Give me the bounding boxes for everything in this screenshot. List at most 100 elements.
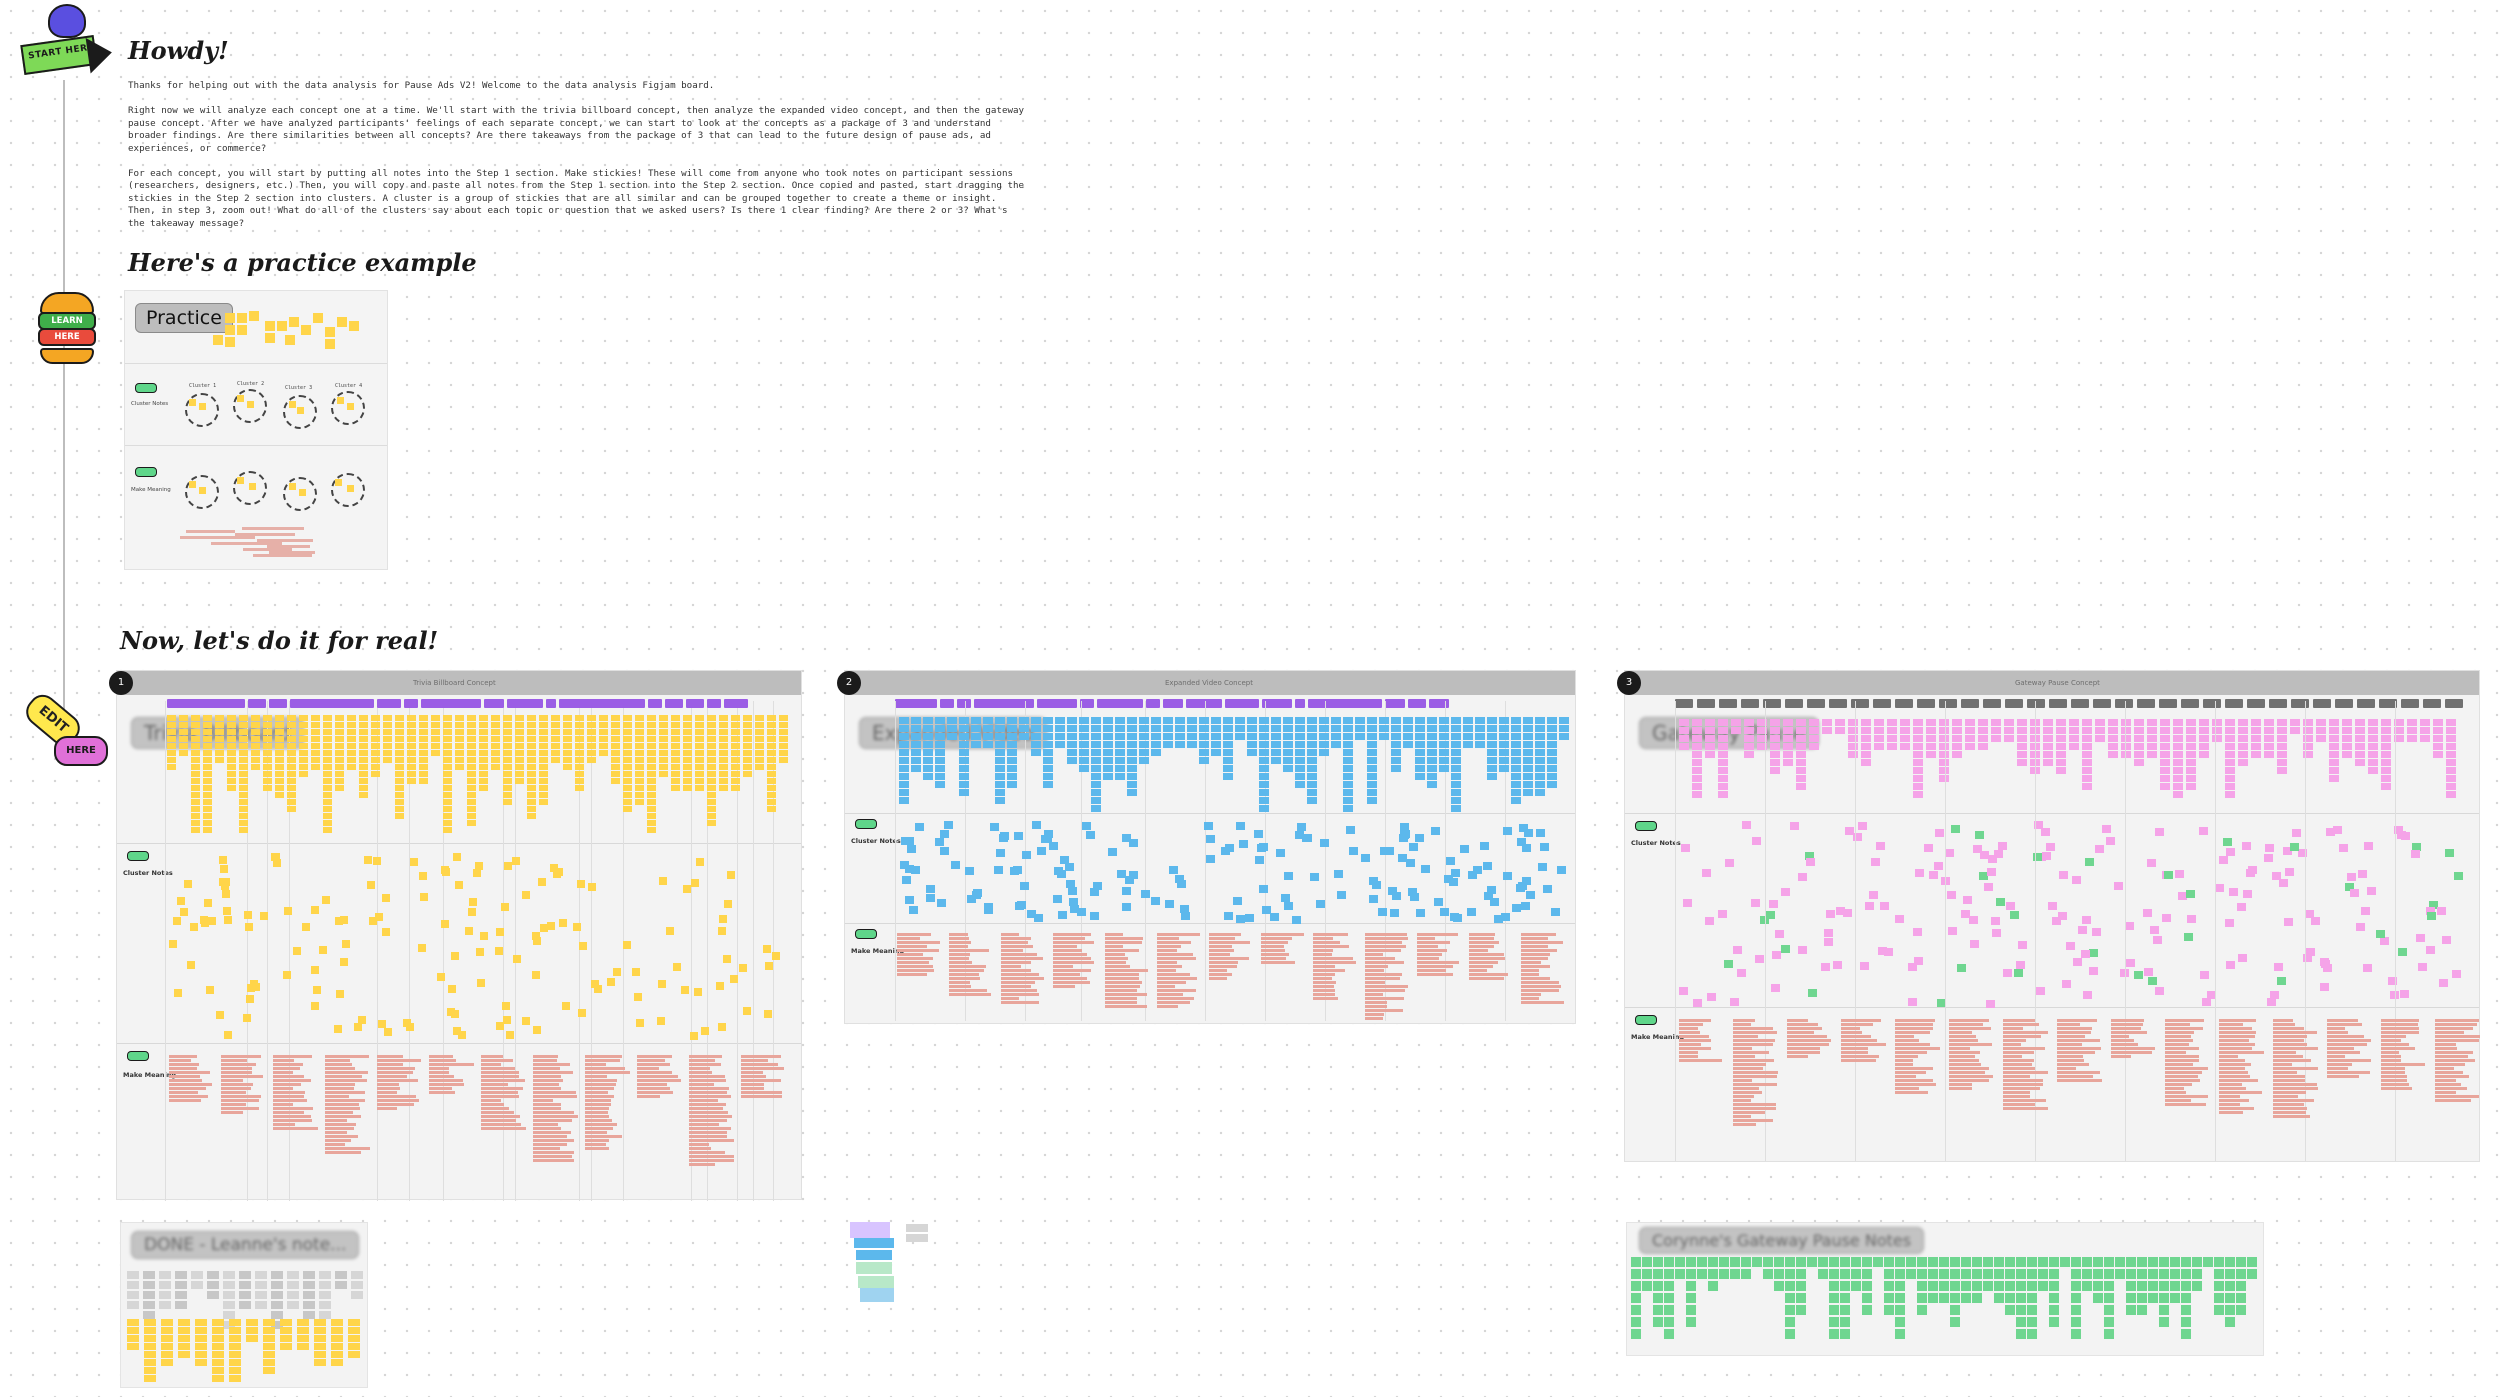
sticky-note xyxy=(1067,757,1077,764)
sticky-note xyxy=(1543,885,1552,893)
sticky-note xyxy=(1319,733,1329,740)
sticky-note xyxy=(191,792,200,798)
mini-cluster-frame[interactable] xyxy=(846,1220,942,1308)
sticky-note xyxy=(1271,741,1281,748)
note-text-line xyxy=(1105,957,1128,960)
sticky-note xyxy=(681,986,689,994)
sticky-note xyxy=(476,948,484,956)
sticky-note xyxy=(2159,1281,2169,1291)
sticky-note xyxy=(1127,781,1137,788)
sticky-note xyxy=(334,1025,342,1033)
sticky-note xyxy=(1785,1269,1795,1279)
sticky-note xyxy=(1499,749,1509,756)
sticky-note xyxy=(340,916,348,924)
note-text-line xyxy=(2381,1067,2405,1070)
sticky-note xyxy=(453,853,461,861)
note-text-line xyxy=(481,1111,514,1114)
sticky-note xyxy=(1884,948,1893,956)
sticky-note xyxy=(144,1343,156,1350)
sticky-note xyxy=(287,750,296,756)
sticky-note xyxy=(323,820,332,826)
note-text-line xyxy=(1733,1071,1778,1074)
sticky-note xyxy=(1259,725,1269,732)
sticky-note xyxy=(996,849,1005,857)
sticky-note xyxy=(347,764,356,770)
practice-section[interactable]: Practice Cluster Notes Make Meaning Clus… xyxy=(124,290,388,570)
sticky-note xyxy=(311,757,320,763)
sticky-note xyxy=(2229,888,2238,896)
sticky-note xyxy=(263,785,272,791)
sticky-note xyxy=(767,806,776,812)
sticky-note xyxy=(437,973,445,981)
sticky-note xyxy=(1969,916,1978,924)
note-text-line xyxy=(325,1139,351,1142)
sticky-note xyxy=(1271,733,1281,740)
note-text-line xyxy=(1157,945,1181,948)
sticky-note xyxy=(1535,773,1545,780)
sticky-note xyxy=(731,722,740,728)
sticky-note xyxy=(905,865,914,873)
sticky-note xyxy=(1796,1269,1806,1279)
note-text-line xyxy=(1053,933,1091,936)
sticky-note xyxy=(1177,880,1186,888)
sticky-note xyxy=(683,778,692,784)
note-text-line xyxy=(377,1095,416,1098)
note-text-line xyxy=(2219,1019,2256,1022)
sticky-note xyxy=(410,858,418,866)
sticky-note xyxy=(731,736,740,742)
sticky-note xyxy=(1151,725,1161,732)
note-text-line xyxy=(949,985,971,988)
sticky-note xyxy=(1523,773,1533,780)
sticky-note xyxy=(1439,725,1449,732)
note-text-line xyxy=(1787,1019,1808,1022)
sticky-note xyxy=(173,917,181,925)
sticky-note xyxy=(1523,725,1533,732)
sticky-note xyxy=(1415,834,1424,842)
note-text-line xyxy=(1949,1031,1972,1034)
sticky-note xyxy=(1499,717,1509,724)
sticky-note xyxy=(1391,765,1401,772)
note-text-line xyxy=(1895,1043,1930,1046)
board-gateway-pause[interactable]: Gateway Pause Concept 3 Gateway Pause Cl… xyxy=(1617,670,2480,1162)
sticky-note xyxy=(443,743,452,749)
category-header xyxy=(1225,699,1259,708)
sticky-note xyxy=(2264,719,2274,726)
board-expanded-video[interactable]: Expanded Video Concept 2 Expanded Video … xyxy=(837,670,1576,1024)
sticky-note xyxy=(1913,743,1923,750)
sticky-note xyxy=(1884,1269,1894,1279)
corynne-notes-frame[interactable]: Corynne's Gateway Pause Notes xyxy=(1626,1222,2264,1356)
sticky-note xyxy=(263,771,272,777)
sticky-note xyxy=(940,830,949,838)
sticky-note xyxy=(1686,1305,1696,1315)
sticky-note xyxy=(275,778,284,784)
sticky-note xyxy=(1079,717,1089,724)
note-text-line xyxy=(1841,1039,1877,1042)
note-text-line xyxy=(2273,1067,2318,1070)
sticky-note xyxy=(1211,725,1221,732)
note-text-line xyxy=(1105,941,1142,944)
sticky-note xyxy=(731,778,740,784)
sticky-note xyxy=(2303,719,2313,726)
sticky-note xyxy=(2004,735,2014,742)
note-text-line xyxy=(741,1067,784,1070)
sticky-note xyxy=(515,715,524,721)
sticky-note xyxy=(127,1327,139,1334)
note-text-line xyxy=(2219,1051,2264,1054)
sticky-note xyxy=(683,743,692,749)
sticky-note xyxy=(1926,735,1936,742)
note-text-line xyxy=(2381,1063,2425,1066)
sticky-note xyxy=(2215,884,2224,892)
sticky-note xyxy=(479,729,488,735)
sticky-note xyxy=(1972,1269,1982,1279)
sticky-note xyxy=(1796,1293,1806,1303)
sticky-note xyxy=(1320,839,1329,847)
sticky-note xyxy=(2442,936,2451,944)
sticky-note xyxy=(2126,1269,2136,1279)
note-text-line xyxy=(949,993,991,996)
leanne-notes-frame[interactable]: DONE - Leanne's note... xyxy=(120,1222,368,1388)
category-header xyxy=(1308,699,1382,708)
sticky-note xyxy=(503,764,512,770)
sticky-note xyxy=(2048,902,2057,910)
sticky-note xyxy=(1204,822,1213,830)
board-trivia-billboard[interactable]: Trivia Billboard Concept 1 Trivia Billbo… xyxy=(109,670,802,1201)
